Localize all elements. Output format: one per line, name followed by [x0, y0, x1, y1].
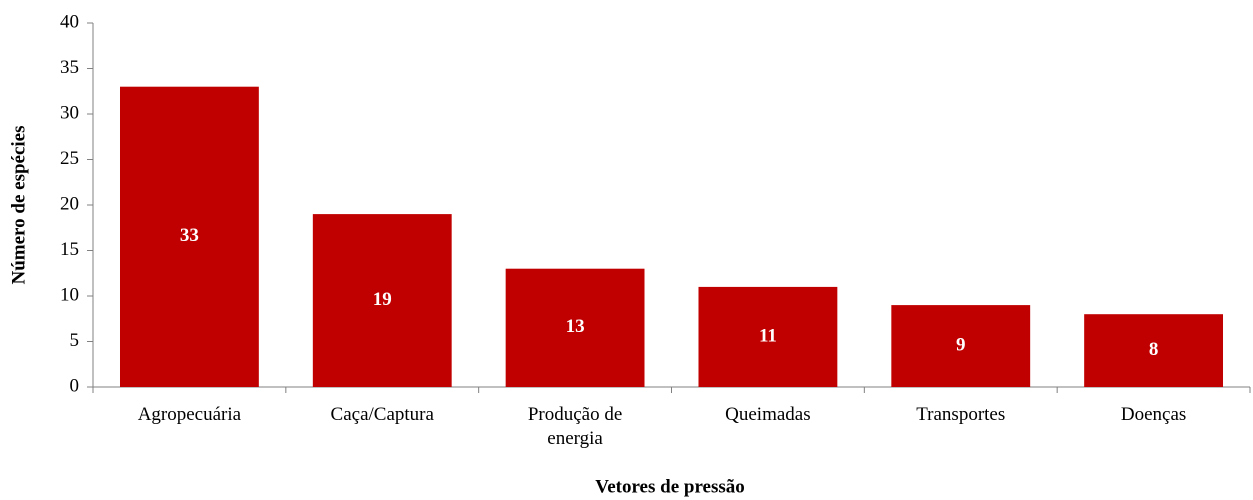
- data-label: 33: [180, 225, 199, 246]
- x-tick-label: Agropecuária: [137, 404, 242, 425]
- data-label: 8: [1149, 339, 1159, 360]
- x-tick-label: Queimadas: [725, 404, 811, 425]
- data-label: 11: [759, 325, 777, 346]
- y-tick-label: 10: [60, 284, 79, 305]
- y-tick-label: 40: [60, 11, 79, 32]
- y-axis-title: Número de espécies: [8, 125, 29, 284]
- x-axis-title: Vetores de pressão: [595, 476, 745, 497]
- y-tick-label: 20: [60, 193, 79, 214]
- y-tick-label: 5: [70, 330, 80, 351]
- x-tick-label: Doenças: [1120, 404, 1187, 425]
- data-label: 13: [566, 316, 585, 337]
- x-tick-label: Caça/Captura: [330, 404, 434, 425]
- y-tick-label: 15: [60, 239, 79, 260]
- data-label: 19: [373, 289, 392, 310]
- y-tick-label: 30: [60, 102, 79, 123]
- x-tick-label: Transportes: [916, 404, 1006, 425]
- y-tick-label: 0: [70, 375, 80, 396]
- data-label: 9: [956, 334, 966, 355]
- bar: [891, 305, 1031, 387]
- bar: [698, 286, 838, 387]
- y-tick-label: 25: [60, 148, 79, 169]
- bar: [312, 214, 452, 387]
- y-tick-label: 35: [60, 57, 79, 78]
- bar: [1084, 314, 1224, 387]
- bar: [505, 268, 645, 387]
- x-tick-label: Produção de energia: [527, 404, 623, 449]
- bar: [119, 86, 259, 387]
